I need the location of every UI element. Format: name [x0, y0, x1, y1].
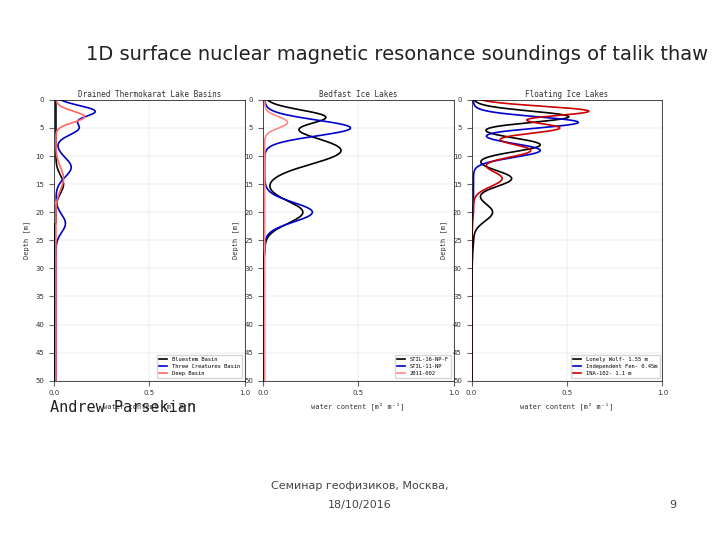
Y-axis label: Depth [m]: Depth [m] — [232, 221, 238, 259]
Text: 18/10/2016: 18/10/2016 — [328, 500, 392, 510]
Legend: Bluestem Basin, Three Creatures Basin, Deep Basin: Bluestem Basin, Three Creatures Basin, D… — [156, 355, 242, 378]
Y-axis label: Depth [m]: Depth [m] — [441, 221, 447, 259]
Title: Bedfast Ice Lakes: Bedfast Ice Lakes — [319, 90, 397, 99]
Legend: Lonely Wolf- 1.55 m, Independent Fen- 0.45m, INA-102- 1.1 m: Lonely Wolf- 1.55 m, Independent Fen- 0.… — [571, 355, 660, 378]
Text: 9: 9 — [670, 500, 677, 510]
Legend: STIL-16-NP-F, STIL-11-NP, 2011-002: STIL-16-NP-F, STIL-11-NP, 2011-002 — [395, 355, 451, 378]
X-axis label: water content [m² m⁻¹]: water content [m² m⁻¹] — [312, 402, 405, 410]
Text: Семинар геофизиков, Москва,: Семинар геофизиков, Москва, — [271, 481, 449, 491]
Title: Floating Ice Lakes: Floating Ice Lakes — [526, 90, 608, 99]
X-axis label: water content [m² m⁻¹]: water content [m² m⁻¹] — [103, 402, 196, 410]
X-axis label: water content [m² m⁻¹]: water content [m² m⁻¹] — [521, 402, 613, 410]
Title: Drained Thermokarat Lake Basins: Drained Thermokarat Lake Basins — [78, 90, 221, 99]
Y-axis label: Depth [m]: Depth [m] — [23, 221, 30, 259]
Text: Andrew Parsekian: Andrew Parsekian — [50, 400, 197, 415]
Text: 1D surface nuclear magnetic resonance soundings of talik thaw: 1D surface nuclear magnetic resonance so… — [86, 44, 708, 64]
